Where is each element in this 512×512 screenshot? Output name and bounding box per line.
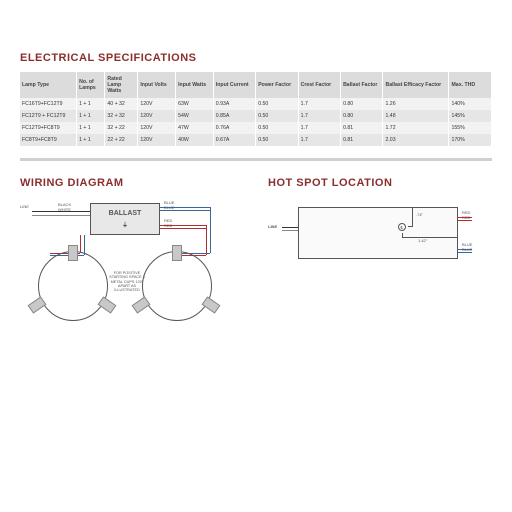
table-cell: 0.50 <box>256 98 298 110</box>
table-cell: 1.7 <box>298 122 340 134</box>
table-cell: 54W <box>176 110 214 122</box>
table-header: Input Current <box>213 72 255 98</box>
table-cell: 2.03 <box>383 134 449 146</box>
table-cell: 120V <box>138 110 176 122</box>
wiring-diagram: LINE BLACK WHITE BALLAST ⏚ BLUE BLUE RED… <box>20 197 240 327</box>
table-header: No. of Lamps <box>77 72 105 98</box>
table-header: Power Factor <box>256 72 298 98</box>
table-header: Crest Factor <box>298 72 340 98</box>
table-header: Ballast Factor <box>341 72 383 98</box>
table-cell: 0.80 <box>341 98 383 110</box>
lamp-circle-left <box>38 251 108 321</box>
ballast-box: BALLAST ⏚ <box>90 203 160 235</box>
table-cell: 63W <box>176 98 214 110</box>
table-cell: 22 + 22 <box>105 134 138 146</box>
ground-icon: ⏚ <box>122 223 128 229</box>
table-cell: FC8T9+FC8T9 <box>20 134 77 146</box>
table-header: Input Watts <box>176 72 214 98</box>
table-row: FC12T9 + FC12T91 + 132 + 32120V54W0.85A0… <box>20 110 492 122</box>
table-cell: 0.50 <box>256 134 298 146</box>
table-cell: 0.50 <box>256 110 298 122</box>
table-cell: 120V <box>138 122 176 134</box>
table-cell: 120V <box>138 134 176 146</box>
ballast-label: BALLAST <box>109 210 142 217</box>
table-header: Rated Lamp Watts <box>105 72 138 98</box>
hotspot-heading: HOT SPOT LOCATION <box>268 177 492 189</box>
table-cell: 40 + 32 <box>105 98 138 110</box>
table-header: Input Volts <box>138 72 176 98</box>
table-cell: 0.93A <box>213 98 255 110</box>
table-cell: 1 + 1 <box>77 110 105 122</box>
center-mark: ℄ <box>398 223 406 231</box>
table-cell: 1.7 <box>298 134 340 146</box>
table-cell: FC12T9 + FC12T9 <box>20 110 77 122</box>
table-cell: 1.26 <box>383 98 449 110</box>
table-cell: 1 + 1 <box>77 134 105 146</box>
dim-side: 1.42" <box>418 239 427 243</box>
table-cell: 0.85A <box>213 110 255 122</box>
line-label: LINE <box>20 205 29 209</box>
table-cell: 1.7 <box>298 98 340 110</box>
table-cell: FC12T9+FC8T9 <box>20 122 77 134</box>
spec-table: Lamp TypeNo. of LampsRated Lamp WattsInp… <box>20 72 492 146</box>
table-cell: 145% <box>449 110 492 122</box>
table-cell: 1 + 1 <box>77 122 105 134</box>
wiring-heading: WIRING DIAGRAM <box>20 177 244 189</box>
table-header: Lamp Type <box>20 72 77 98</box>
table-header: Ballast Efficacy Factor <box>383 72 449 98</box>
table-cell: 0.76A <box>213 122 255 134</box>
table-cell: 32 + 32 <box>105 110 138 122</box>
table-cell: 0.80 <box>341 110 383 122</box>
section-divider <box>20 158 492 161</box>
spec-heading: ELECTRICAL SPECIFICATIONS <box>20 52 492 64</box>
metal-cup <box>68 245 78 261</box>
hs-line-label: LINE <box>268 225 277 229</box>
metal-cup <box>172 245 182 261</box>
table-cell: 1.7 <box>298 110 340 122</box>
table-cell: 120V <box>138 98 176 110</box>
table-cell: 40W <box>176 134 214 146</box>
table-cell: 155% <box>449 122 492 134</box>
table-cell: 1.48 <box>383 110 449 122</box>
table-cell: 47W <box>176 122 214 134</box>
table-header: Max. THD <box>449 72 492 98</box>
dim-top: .74" <box>416 213 423 217</box>
metal-cup <box>98 296 117 313</box>
table-cell: 32 + 22 <box>105 122 138 134</box>
table-cell: 170% <box>449 134 492 146</box>
hotspot-diagram: LINE BLACK WHITE ℄ .74" 1.42" RED RED BL… <box>268 197 488 277</box>
table-row: FC12T9+FC8T91 + 132 + 22120V47W0.76A0.50… <box>20 122 492 134</box>
table-cell: 0.81 <box>341 134 383 146</box>
table-cell: FC16T9+FC12T9 <box>20 98 77 110</box>
lamp-circle-right <box>142 251 212 321</box>
table-cell: 1.72 <box>383 122 449 134</box>
metal-cup <box>202 296 221 313</box>
table-cell: 0.81 <box>341 122 383 134</box>
table-row: FC8T9+FC8T91 + 122 + 22120V40W0.67A0.501… <box>20 134 492 146</box>
table-row: FC16T9+FC12T91 + 140 + 32120V63W0.93A0.5… <box>20 98 492 110</box>
wiring-note: FOR POSITIVE STARTING SPACE 3 METAL CUPS… <box>106 271 148 293</box>
table-cell: 140% <box>449 98 492 110</box>
table-cell: 0.67A <box>213 134 255 146</box>
table-cell: 0.50 <box>256 122 298 134</box>
table-cell: 1 + 1 <box>77 98 105 110</box>
